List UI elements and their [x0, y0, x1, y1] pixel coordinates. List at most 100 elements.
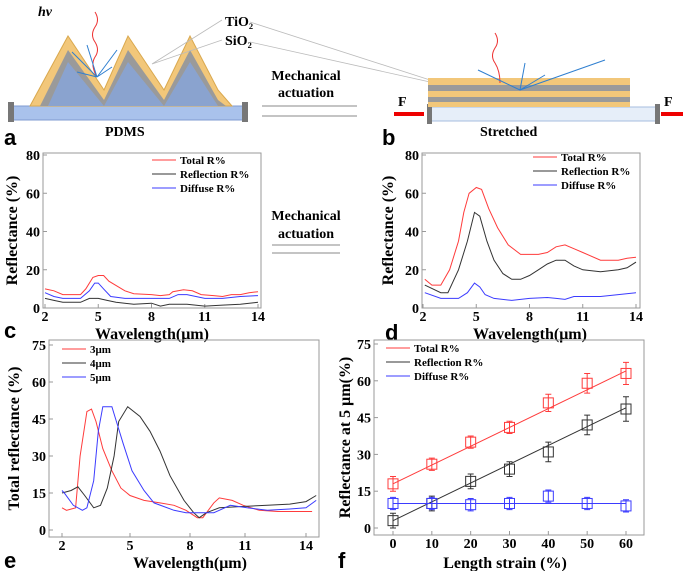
series-total-r-: Total R% [424, 152, 637, 286]
diagram-stretched: F F Stretched b [382, 32, 683, 150]
data-point [426, 497, 438, 509]
series-line [61, 408, 313, 519]
error-bar [467, 498, 474, 512]
pdms-substrate [11, 105, 245, 121]
panel-label-f: f [338, 548, 346, 571]
photon-label: hν [38, 5, 53, 20]
series-reflection-r-: Reflection R% [44, 169, 259, 307]
x-tick-label: 2 [42, 310, 49, 325]
layer-pointer-lines [151, 19, 431, 83]
y-tick-label: 45 [32, 413, 46, 428]
actuation-middle: Mechanical actuation [271, 209, 341, 254]
y-tick-label: 15 [357, 485, 371, 500]
x-tick-label: 5 [127, 539, 134, 554]
stretched-label: Stretched [480, 125, 537, 140]
x-tick-label: 8 [526, 310, 533, 325]
y-tick-label: 0 [33, 302, 40, 317]
force-label-left: F [398, 95, 407, 110]
legend-label: Diffuse R% [414, 371, 469, 383]
legend-label: Total R% [180, 155, 226, 167]
incident-light [492, 32, 501, 84]
x-tick-label: 2 [420, 310, 427, 325]
x-tick-label: 14 [251, 310, 265, 325]
data-point [581, 497, 593, 509]
x-tick-label: 2 [59, 539, 66, 554]
incident-light [92, 11, 98, 78]
chart-panel-e: 2 5 8 11 14 0 15 30 45 60 75 Wavelength(μm) Total re… [4, 339, 320, 571]
y-tick-label: 0 [412, 302, 419, 317]
series-4-m: 4μm [61, 358, 317, 519]
charts: 2 5 8 11 14020406080Wavelength(μm)Reflectanc… [4, 149, 645, 571]
y-tick-label: 75 [32, 339, 46, 354]
data-point [542, 397, 554, 409]
series-total-r-: Total R% [386, 343, 632, 492]
data-point [465, 436, 477, 448]
error-bar [623, 499, 629, 513]
legend-label: Reflection R% [414, 357, 483, 369]
panel-label-e: e [4, 548, 16, 571]
error-bar [428, 496, 435, 511]
series-diffuse-r-: Diffuse R% [386, 371, 632, 513]
x-tick-label: 14 [629, 310, 643, 325]
pdms-label: PDMS [105, 125, 145, 140]
data-point [504, 463, 515, 475]
x-tick-label: 5 [95, 310, 102, 325]
plot-frame [421, 152, 641, 309]
data-point [387, 497, 399, 509]
y-axis-label: Reflectance (%) [4, 176, 21, 286]
y-axis-label: Reflectance at 5 μm(%) [337, 357, 354, 518]
legend-label: Total R% [414, 343, 460, 355]
legend-label: 5μm [90, 372, 111, 384]
y-tick-label: 0 [39, 524, 46, 539]
error-bar [467, 435, 474, 449]
chart-panel-f: 0 10 20 30 40 50 60 0 15 30 45 60 75 Length strain (%… [337, 338, 645, 571]
panel-label-d: d [385, 320, 398, 345]
x-tick-label: 8 [187, 539, 194, 554]
legend-label: 3μm [90, 344, 111, 356]
clamp-left [8, 102, 14, 122]
tio2-layer [428, 78, 630, 85]
scattered-light [71, 44, 118, 78]
x-tick-label: 5 [473, 310, 480, 325]
clamp-right [242, 102, 248, 122]
series-line [44, 297, 259, 307]
x-tick-label: 40 [541, 537, 555, 552]
sio2-label: SiO₂ [225, 34, 252, 49]
x-tick-label: 20 [464, 537, 478, 552]
error-bar [584, 414, 591, 436]
x-tick-label: 0 [390, 537, 397, 552]
y-tick-label: 60 [26, 187, 40, 202]
data-point [581, 419, 593, 431]
tio2-layer [428, 91, 630, 97]
x-tick-label: 14 [299, 539, 313, 554]
error-bar [545, 393, 552, 412]
y-tick-label: 0 [364, 522, 371, 537]
series-total-r-: Total R% [44, 155, 259, 298]
x-tick-label: 30 [503, 537, 517, 552]
x-tick-label: 11 [198, 310, 211, 325]
y-tick-label: 80 [405, 149, 419, 164]
y-tick-label: 40 [405, 226, 419, 241]
data-point [465, 499, 477, 511]
actuation-text-1: Mechanical [271, 209, 340, 224]
chart-panel-c: 2 5 8 11 14 0 20 40 60 80 Wavelength(μm) Reflectanc… [4, 149, 265, 343]
series-diffuse-r-: Diffuse R% [44, 183, 259, 299]
y-tick-label: 20 [26, 264, 40, 279]
sio2-layer [428, 85, 630, 91]
error-bar [623, 396, 629, 422]
y-tick-label: 40 [26, 226, 40, 241]
series-3-m: 3μm [61, 344, 313, 519]
data-point [620, 403, 632, 415]
actuation-text-2: actuation [278, 227, 334, 242]
data-point [620, 500, 632, 512]
series-5-m: 5μm [61, 372, 317, 514]
panel-label-b: b [382, 125, 395, 150]
tio2-label: TiO₂ [225, 15, 253, 30]
series-line [61, 406, 317, 514]
error-bar [506, 496, 513, 511]
x-axis-label: Wavelength(μm) [473, 326, 587, 343]
y-tick-label: 75 [357, 338, 371, 353]
y-tick-label: 20 [405, 264, 419, 279]
x-axis-label: Wavelength(μm) [133, 555, 247, 571]
